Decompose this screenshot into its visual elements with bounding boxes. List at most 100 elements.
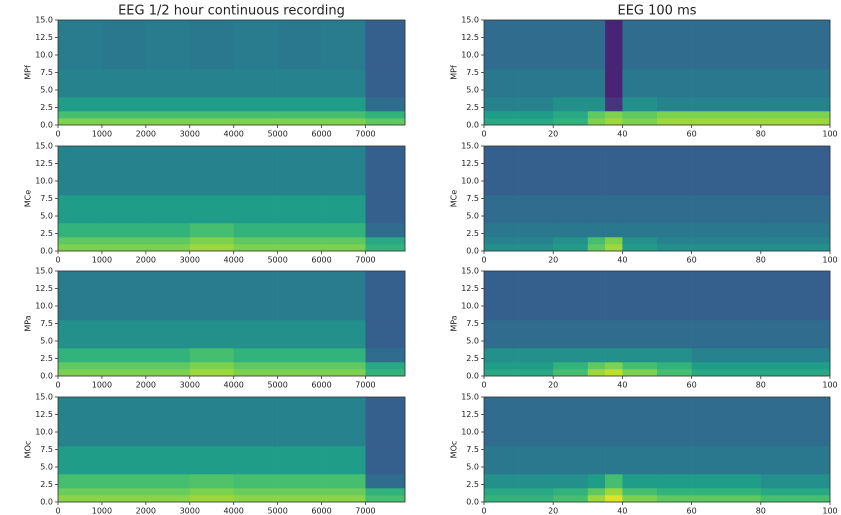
heatmap-cell bbox=[484, 111, 519, 119]
x-tick-label: 20 bbox=[548, 256, 558, 265]
x-tick-label: 5000 bbox=[267, 256, 287, 265]
heatmap-cell bbox=[622, 146, 658, 196]
heatmap-cell bbox=[233, 223, 278, 238]
heatmap-cell bbox=[58, 348, 103, 363]
heatmap-cell bbox=[233, 118, 278, 126]
heatmap-cell bbox=[691, 362, 762, 370]
heatmap-cell bbox=[101, 397, 147, 447]
y-tick-label: 5.0 bbox=[40, 86, 53, 95]
heatmap-cell bbox=[518, 488, 554, 496]
x-tick-label: 20 bbox=[548, 381, 558, 390]
heatmap-cell bbox=[553, 348, 589, 363]
heatmap-cell bbox=[691, 446, 762, 475]
heatmap-cell bbox=[233, 369, 278, 377]
heatmap-cell bbox=[365, 20, 406, 70]
x-tick-label: 7000 bbox=[355, 507, 375, 515]
heatmap-cell bbox=[233, 111, 278, 119]
y-tick-label: 0.0 bbox=[40, 372, 53, 381]
heatmap-cell bbox=[622, 237, 658, 245]
x-tick-label: 6000 bbox=[311, 381, 331, 390]
heatmap-cell bbox=[622, 271, 658, 321]
heatmap-cell bbox=[691, 271, 762, 321]
x-tick-label: 40 bbox=[617, 130, 627, 139]
chart-title: EEG 1/2 hour continuous recording bbox=[118, 4, 345, 19]
heatmap-cell bbox=[691, 495, 762, 503]
heatmap-cell bbox=[484, 348, 519, 363]
heatmap-cell bbox=[277, 488, 322, 496]
heatmap-cell bbox=[58, 20, 103, 70]
heatmap-cell bbox=[484, 146, 519, 196]
heatmap-cell bbox=[484, 69, 519, 98]
heatmap-cell bbox=[58, 118, 103, 126]
heatmap-cell bbox=[58, 244, 103, 252]
heatmap-cell bbox=[189, 244, 234, 252]
heatmap-cell bbox=[189, 118, 234, 126]
heatmap-cell bbox=[189, 223, 234, 238]
heatmap-cell bbox=[145, 111, 191, 119]
heatmap-cell bbox=[622, 474, 658, 489]
y-tick-label: 15.0 bbox=[35, 393, 53, 402]
heatmap-cell bbox=[321, 446, 366, 475]
x-tick-label: 4000 bbox=[224, 381, 244, 390]
heatmap-cell bbox=[145, 146, 191, 196]
y-tick-label: 7.5 bbox=[466, 319, 479, 328]
heatmap-cell bbox=[484, 369, 519, 377]
heatmap-cell bbox=[587, 474, 606, 489]
heatmap-cell bbox=[277, 446, 322, 475]
y-tick-label: 15.0 bbox=[35, 16, 53, 25]
heatmap-cell bbox=[553, 397, 589, 447]
heatmap-cell bbox=[145, 69, 191, 98]
heatmap-cell bbox=[587, 488, 606, 496]
heatmap-cell bbox=[189, 362, 234, 370]
heatmap-cell bbox=[189, 397, 234, 447]
x-tick-label: 80 bbox=[756, 381, 766, 390]
heatmap-cell bbox=[657, 446, 692, 475]
heatmap-cell bbox=[553, 271, 589, 321]
heatmap-cell bbox=[587, 369, 606, 377]
heatmap-cell bbox=[691, 111, 762, 119]
heatmap-cell bbox=[691, 320, 762, 349]
heatmap-cell bbox=[321, 244, 366, 252]
heatmap-cell bbox=[484, 488, 519, 496]
heatmap-cell bbox=[518, 69, 554, 98]
y-tick-label: 7.5 bbox=[40, 68, 53, 77]
heatmap-cell bbox=[760, 348, 831, 363]
heatmap-cell bbox=[605, 20, 623, 70]
heatmap-cell bbox=[189, 348, 234, 363]
heatmap-cell bbox=[484, 223, 519, 238]
heatmap-cell bbox=[233, 397, 278, 447]
x-tick-label: 0 bbox=[481, 130, 486, 139]
heatmap-cell bbox=[189, 146, 234, 196]
heatmap-cell bbox=[760, 195, 831, 224]
heatmap-cell bbox=[518, 369, 554, 377]
heatmap-cell bbox=[518, 223, 554, 238]
heatmap-cell bbox=[484, 446, 519, 475]
heatmap-cell bbox=[622, 97, 658, 112]
heatmap-cell bbox=[760, 237, 831, 245]
heatmap-cell bbox=[518, 195, 554, 224]
y-tick-label: 10.0 bbox=[461, 428, 479, 437]
y-tick-label: 0.0 bbox=[40, 121, 53, 130]
heatmap-cell bbox=[101, 446, 147, 475]
x-tick-label: 40 bbox=[617, 256, 627, 265]
heatmap-cell bbox=[622, 111, 658, 119]
heatmap-cell bbox=[58, 69, 103, 98]
heatmap-cell bbox=[101, 271, 147, 321]
heatmap-cell bbox=[518, 320, 554, 349]
heatmap-cell bbox=[622, 195, 658, 224]
heatmap-cell bbox=[189, 474, 234, 489]
y-tick-label: 15.0 bbox=[35, 142, 53, 151]
heatmap-cell bbox=[587, 362, 606, 370]
heatmap-cell bbox=[605, 369, 623, 377]
x-tick-label: 2000 bbox=[136, 130, 156, 139]
heatmap-cell bbox=[605, 271, 623, 321]
heatmap-cell bbox=[277, 20, 322, 70]
heatmap-cell bbox=[553, 195, 589, 224]
heatmap-cell bbox=[365, 369, 406, 377]
heatmap-cell bbox=[484, 237, 519, 245]
y-tick-label: 15.0 bbox=[461, 393, 479, 402]
x-tick-label: 1000 bbox=[92, 381, 112, 390]
heatmap-cell bbox=[760, 244, 831, 252]
heatmap-cell bbox=[605, 118, 623, 126]
y-tick-label: 2.5 bbox=[466, 480, 479, 489]
